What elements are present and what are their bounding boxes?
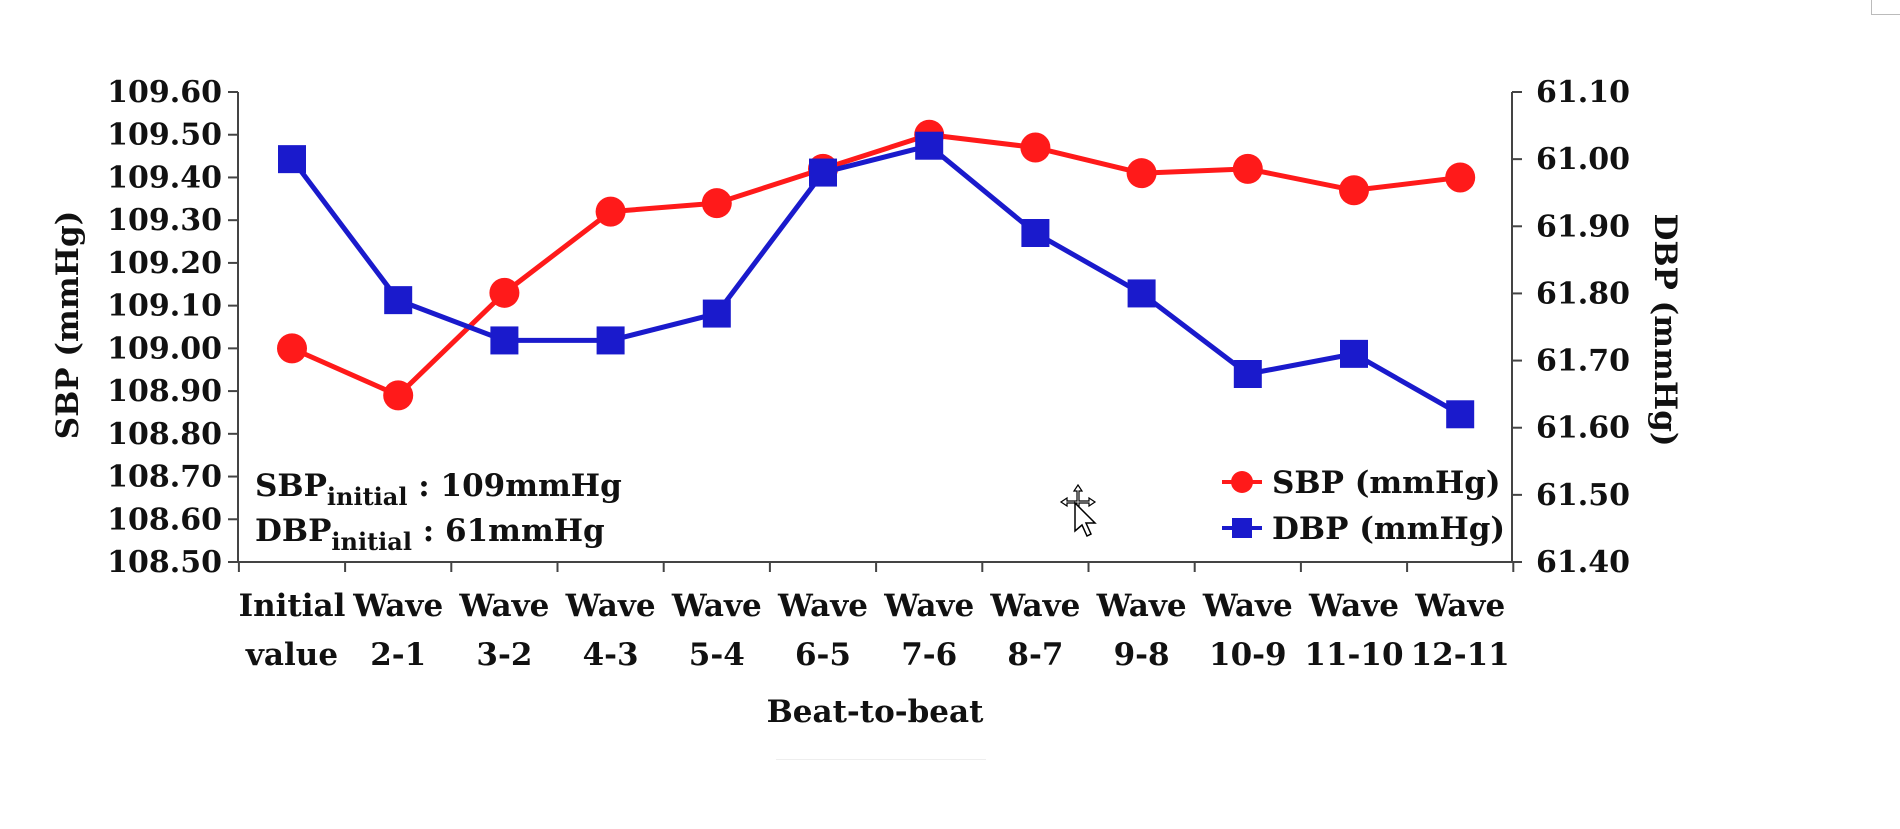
x-category-label-line1: Wave bbox=[883, 588, 974, 624]
series-layer bbox=[277, 119, 1476, 429]
left-y-tick-label: 109.30 bbox=[107, 203, 222, 238]
sbp-point bbox=[383, 380, 414, 411]
x-category-label-line2: 6-5 bbox=[795, 637, 851, 673]
x-category-label-line2: 5-4 bbox=[689, 637, 745, 673]
right-y-tick-label: 61.10 bbox=[1536, 75, 1630, 110]
x-category-label-line1: Wave bbox=[989, 588, 1080, 624]
legend-dbp-marker bbox=[1232, 518, 1252, 538]
annotation-dbp-initial: DBPinitial : 61mmHg bbox=[255, 513, 605, 556]
sbp-point bbox=[1020, 132, 1051, 163]
x-category-label-line2: 2-1 bbox=[370, 637, 426, 673]
right-y-tick-label: 61.90 bbox=[1536, 209, 1630, 244]
dbp-point bbox=[490, 326, 519, 355]
left-y-tick-label: 109.00 bbox=[107, 331, 222, 366]
x-category-label-line1: Wave bbox=[1096, 588, 1187, 624]
dbp-point bbox=[1446, 400, 1475, 429]
right-y-tick-label: 61.80 bbox=[1536, 276, 1630, 311]
sbp-point bbox=[1126, 158, 1157, 189]
x-category-label-line2: 3-2 bbox=[476, 637, 532, 673]
x-category-label-line1: Wave bbox=[1202, 588, 1293, 624]
x-category-label-line2: 8-7 bbox=[1007, 637, 1063, 673]
dbp-point bbox=[1233, 360, 1262, 388]
sbp-point bbox=[1445, 162, 1476, 193]
left-y-tick-label: 109.50 bbox=[107, 118, 222, 153]
x-category-label-line1: Wave bbox=[777, 588, 868, 624]
legend-sbp-marker bbox=[1231, 471, 1253, 493]
dbp-point bbox=[596, 326, 625, 355]
dbp-point bbox=[809, 158, 837, 187]
x-category-label-line1: Wave bbox=[1308, 588, 1399, 624]
left-y-tick-label: 108.90 bbox=[107, 374, 222, 409]
left-y-axis-title: SBP (mmHg) bbox=[50, 211, 86, 440]
dbp-point bbox=[384, 286, 413, 315]
legend: SBP (mmHg) DBP (mmHg) bbox=[1222, 465, 1505, 547]
x-category-label-line1: Wave bbox=[352, 588, 443, 624]
x-category-label-line1: Wave bbox=[671, 588, 762, 624]
x-category-label-line2: 7-6 bbox=[901, 637, 957, 673]
sbp-point bbox=[1232, 153, 1263, 184]
right-y-axis-title: DBP (mmHg) bbox=[1647, 213, 1683, 446]
right-y-tick-label: 61.40 bbox=[1536, 545, 1630, 580]
left-y-ticks: 108.50 108.60 108.70 108.80 108.90 109.00 109.… bbox=[107, 75, 238, 580]
left-y-tick-label: 108.70 bbox=[107, 460, 222, 495]
dbp-point bbox=[702, 299, 731, 328]
x-category-label-line2: value bbox=[245, 637, 338, 673]
left-y-tick-label: 108.80 bbox=[107, 417, 222, 452]
sbp-series-line bbox=[290, 132, 1461, 398]
right-y-tick-label: 61.70 bbox=[1536, 344, 1630, 379]
x-category-labels: Initial value Wave 2-1 Wave 3-2 Wave 4-3 Wave 5-4… bbox=[237, 562, 1515, 673]
right-y-tick-label: 61.00 bbox=[1536, 142, 1630, 177]
left-y-tick-label: 108.60 bbox=[107, 502, 222, 537]
dbp-series-line bbox=[290, 143, 1462, 417]
dbp-point bbox=[915, 131, 944, 160]
dbp-point bbox=[278, 145, 306, 174]
sbp-point bbox=[1339, 175, 1369, 206]
sbp-point bbox=[595, 196, 626, 227]
annotation-sbp-initial: SBPinitial : 109mmHg bbox=[255, 468, 622, 511]
right-y-tick-label: 61.50 bbox=[1536, 478, 1630, 513]
right-y-ticks: 61.40 61.50 61.60 61.70 61.80 61.90 61.00 61.10 bbox=[1512, 75, 1630, 580]
x-category-label-line1: Wave bbox=[565, 588, 656, 624]
initial-values-annotation: SBPinitial : 109mmHg DBPinitial : 61mmHg bbox=[255, 468, 622, 556]
window-corner bbox=[1871, 0, 1900, 15]
sbp-point bbox=[489, 277, 520, 308]
left-y-tick-label: 109.20 bbox=[107, 246, 222, 281]
x-category-label-line2: 9-8 bbox=[1114, 637, 1170, 673]
right-y-tick-label: 61.60 bbox=[1536, 411, 1630, 446]
dbp-point bbox=[1127, 279, 1156, 308]
x-category-label-line1: Wave bbox=[1414, 588, 1505, 624]
faint-divider bbox=[776, 759, 986, 760]
x-category-label-line1: Initial bbox=[239, 588, 346, 624]
dbp-point bbox=[1340, 339, 1368, 368]
move-cursor-icon bbox=[1059, 483, 1097, 538]
left-y-tick-label: 109.40 bbox=[107, 160, 222, 195]
left-y-tick-label: 108.50 bbox=[107, 545, 222, 580]
legend-sbp-label: SBP (mmHg) bbox=[1272, 465, 1501, 501]
legend-dbp-label: DBP (mmHg) bbox=[1272, 511, 1505, 547]
x-category-label-line2: 12-11 bbox=[1411, 637, 1510, 673]
x-category-label-line2: 11-10 bbox=[1304, 637, 1403, 673]
sbp-point bbox=[701, 188, 732, 219]
x-category-label-line2: 4-3 bbox=[583, 637, 639, 673]
x-axis-title: Beat-to-beat bbox=[767, 694, 985, 730]
x-category-label-line1: Wave bbox=[458, 588, 549, 624]
x-category-label-line2: 10-9 bbox=[1209, 637, 1287, 673]
left-y-tick-label: 109.60 bbox=[107, 75, 222, 110]
sbp-point bbox=[277, 333, 307, 364]
dbp-point bbox=[1021, 219, 1050, 247]
left-y-tick-label: 109.10 bbox=[107, 289, 222, 324]
